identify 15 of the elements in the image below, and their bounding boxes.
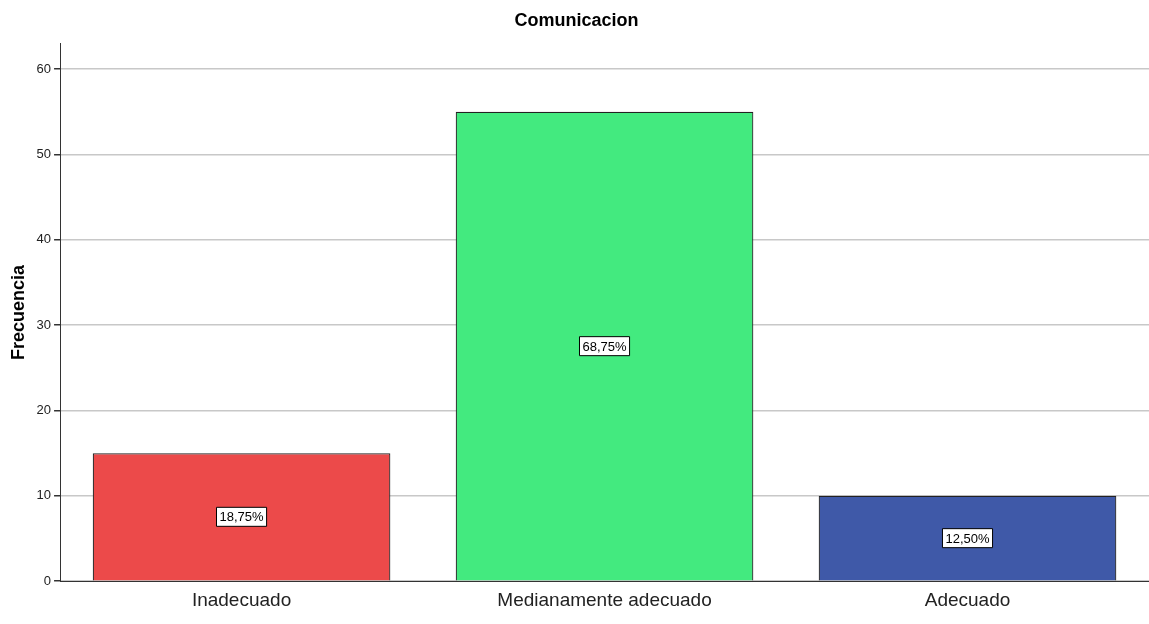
y-axis-title: Frecuencia xyxy=(7,263,28,360)
x-tick-label: Medianamente adecuado xyxy=(497,588,712,610)
y-tick-label: 30 xyxy=(36,316,52,332)
y-tick-label: 50 xyxy=(36,146,52,162)
x-tick-label: Adecuado xyxy=(924,588,1011,610)
y-tick-label: 0 xyxy=(43,572,52,588)
y-tick-label: 10 xyxy=(36,487,52,503)
y-tick-label: 20 xyxy=(36,402,52,418)
annotation: 68,75% xyxy=(582,338,628,354)
y-tick-label: 40 xyxy=(36,231,52,247)
annotation: 18,75% xyxy=(219,509,265,525)
chart-title: Comunicacion xyxy=(514,9,639,30)
annotation: 12,50% xyxy=(945,530,990,546)
y-tick-label: 60 xyxy=(36,60,52,76)
x-tick-label: Inadecuado xyxy=(191,588,292,610)
